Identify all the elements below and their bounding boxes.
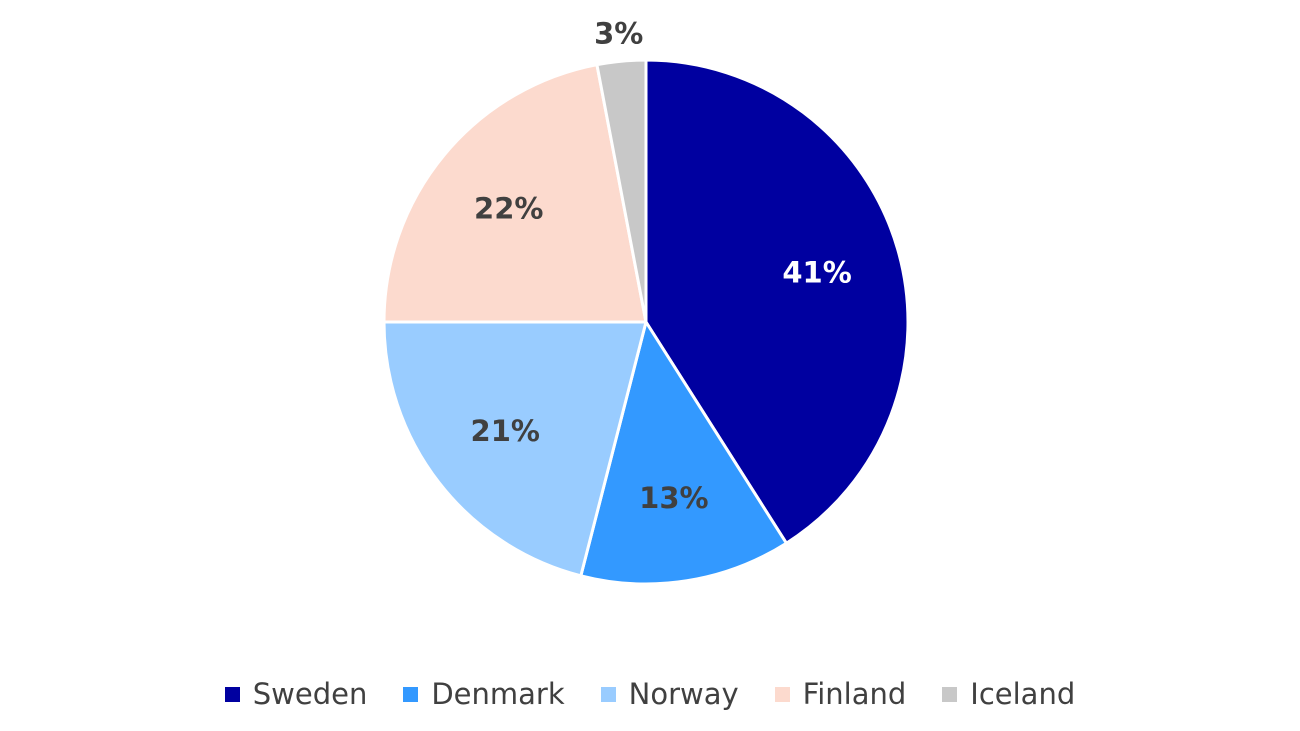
data-label-iceland: 3% bbox=[594, 16, 643, 50]
legend-label-iceland: Iceland bbox=[970, 676, 1076, 711]
legend-swatch-finland bbox=[774, 686, 790, 702]
data-label-finland: 22% bbox=[474, 191, 543, 225]
pie-slice-denmark bbox=[579, 320, 788, 586]
legend-item-norway: Norway bbox=[600, 676, 739, 711]
legend-item-finland: Finland bbox=[774, 676, 907, 711]
pie-slice-iceland bbox=[595, 58, 648, 324]
legend-item-denmark: Denmark bbox=[403, 676, 565, 711]
legend-item-iceland: Iceland bbox=[942, 676, 1076, 711]
legend-label-norway: Norway bbox=[628, 676, 739, 711]
pie-slice-norway bbox=[382, 320, 648, 578]
data-label-norway: 21% bbox=[471, 414, 540, 448]
legend-label-sweden: Sweden bbox=[252, 676, 368, 711]
legend-swatch-norway bbox=[600, 686, 616, 702]
legend-swatch-sweden bbox=[224, 686, 240, 702]
legend: Sweden Denmark Norway Finland Iceland bbox=[0, 672, 1300, 716]
legend-swatch-iceland bbox=[942, 686, 958, 702]
data-label-sweden: 41% bbox=[782, 255, 851, 289]
legend-swatch-denmark bbox=[403, 686, 419, 702]
pie-slices bbox=[382, 58, 910, 586]
legend-label-denmark: Denmark bbox=[431, 676, 565, 711]
legend-item-sweden: Sweden bbox=[224, 676, 368, 711]
pie-slice-finland bbox=[382, 63, 648, 324]
data-label-denmark: 13% bbox=[639, 481, 708, 515]
legend-label-finland: Finland bbox=[802, 676, 907, 711]
pie-data-labels: 41% 13% 21% 22% 3% bbox=[471, 16, 852, 515]
